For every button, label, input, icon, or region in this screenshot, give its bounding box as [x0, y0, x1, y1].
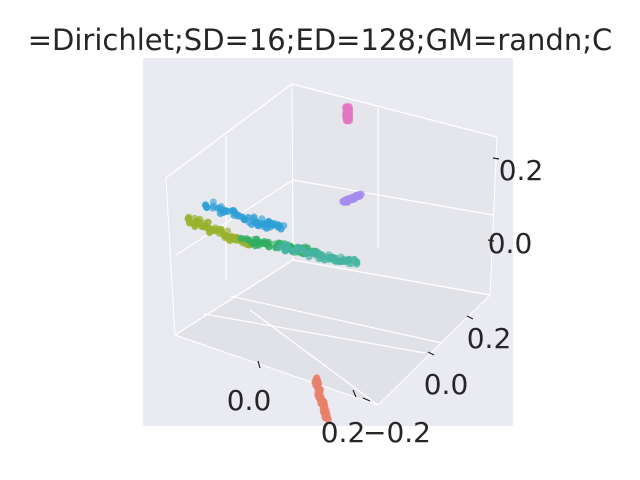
chart-title: =Dirichlet;SD=16;ED=128;GM=randn;C [28, 23, 613, 57]
tick-mark [257, 360, 261, 369]
gridline [229, 295, 443, 344]
z-tick-label: 0.2 [499, 154, 544, 187]
scatter-point [324, 416, 333, 424]
x-tick-label: 0.2 [321, 416, 366, 449]
tick-mark [487, 239, 495, 242]
scatter-point [320, 256, 329, 264]
scatter-point [291, 246, 299, 255]
scatter-points [184, 103, 365, 424]
scatter-point [355, 192, 363, 200]
scatter-point [282, 241, 290, 250]
scatter-point [347, 260, 355, 268]
tick-mark [352, 389, 357, 398]
y-tick-label: 0.2 [467, 322, 512, 355]
scatter-point [242, 235, 250, 243]
gridline [292, 259, 491, 296]
scatter-point [216, 228, 224, 236]
scatter-point [280, 222, 288, 230]
axis-ticks [257, 157, 500, 402]
tick-mark [427, 351, 435, 356]
scatter-point [216, 209, 224, 217]
scatter-point [281, 247, 289, 255]
scatter-point [203, 203, 211, 212]
scatter-point [191, 222, 199, 231]
gridline [291, 83, 498, 138]
tick-mark [362, 397, 371, 402]
scatter-point [254, 222, 262, 230]
gridlines [165, 83, 498, 406]
scatter-point [209, 204, 217, 212]
scatter-point [239, 213, 247, 222]
x-tick-label: 0.0 [227, 384, 272, 417]
scatter-point [345, 117, 354, 125]
scatter-point [353, 260, 361, 268]
gridline [165, 83, 293, 179]
scatter-point [305, 253, 313, 261]
gridline [292, 179, 494, 216]
tick-mark [466, 315, 474, 320]
scatter-point [264, 240, 272, 248]
scatter-point [268, 221, 276, 229]
y-tick-label: 0.0 [424, 368, 469, 401]
tick-mark [492, 157, 500, 160]
gridline [249, 309, 379, 406]
gridline [203, 313, 426, 354]
z-tick-label: 0.0 [488, 227, 533, 260]
y-tick-label: −0.2 [363, 416, 431, 449]
scatter-point [329, 254, 337, 262]
